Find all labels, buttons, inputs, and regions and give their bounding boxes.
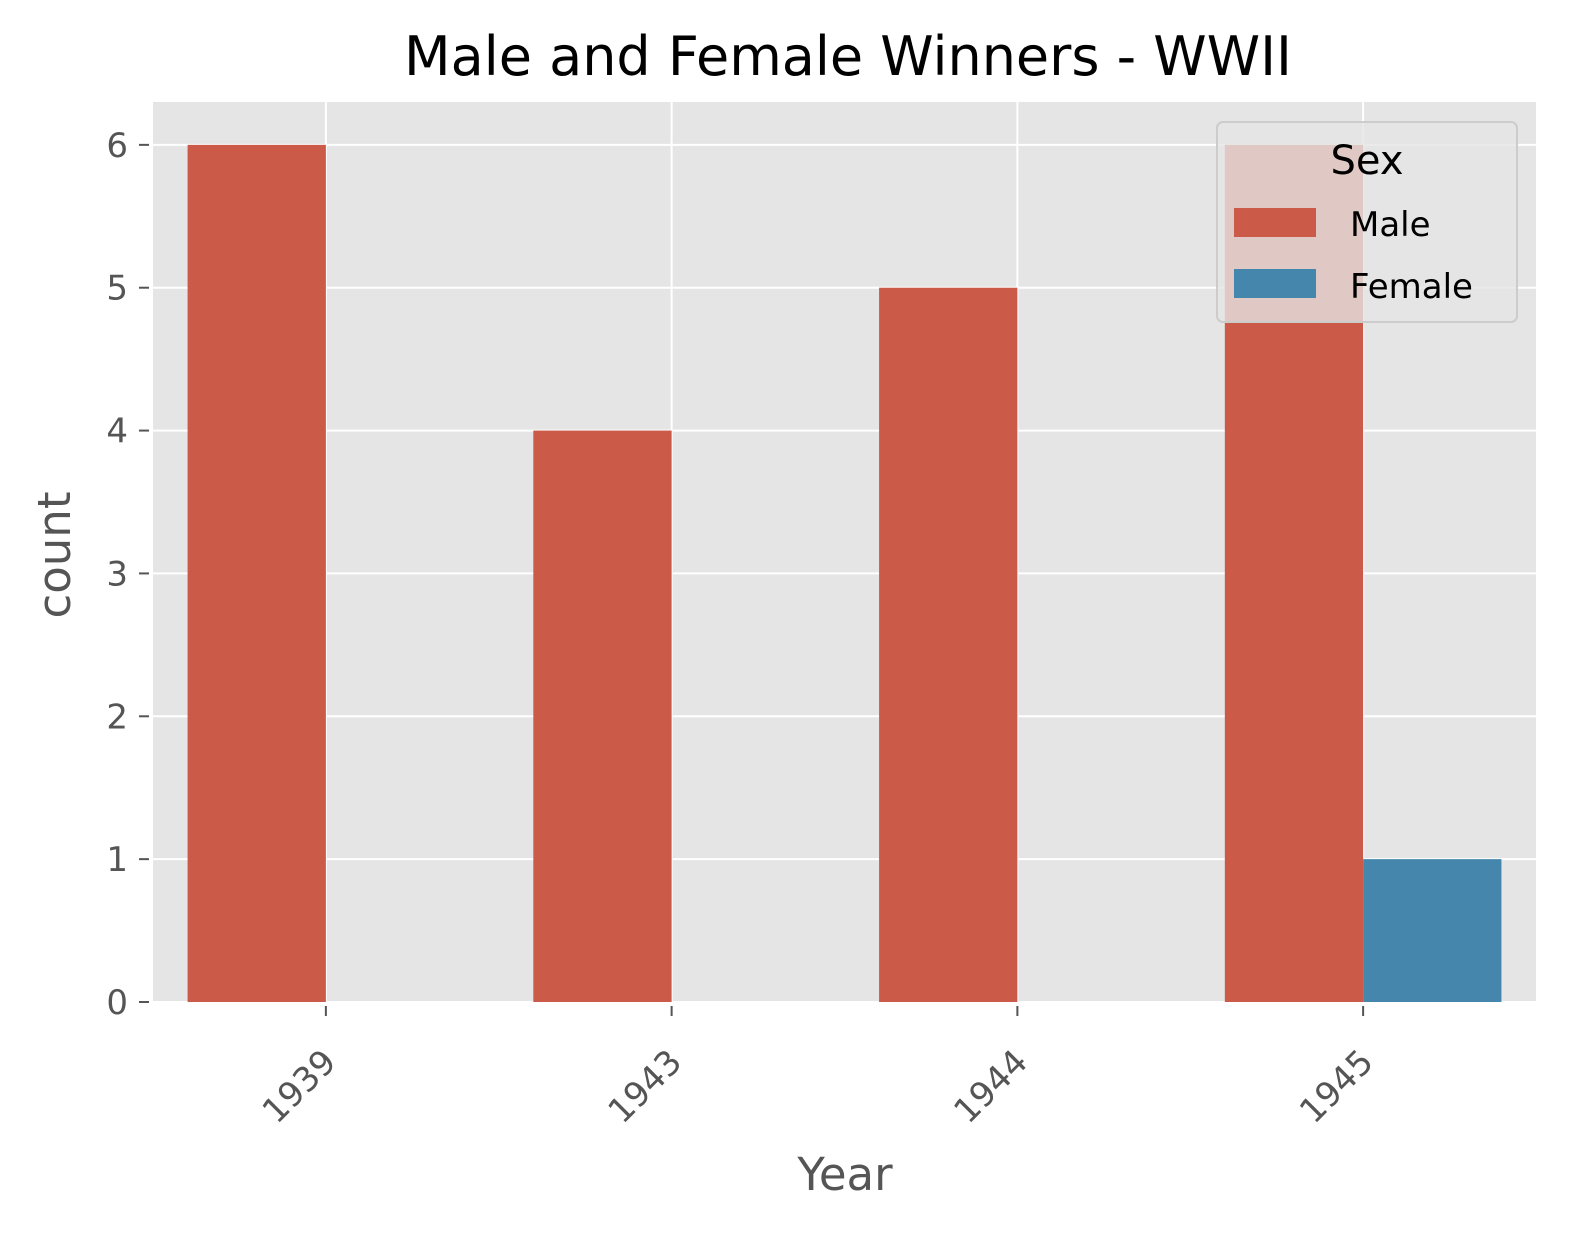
y-tick-label: 4: [106, 412, 128, 452]
y-tick-label: 6: [106, 126, 128, 166]
bar-male-1943: [533, 430, 672, 1003]
chart-title: Male and Female Winners - WWII: [404, 25, 1292, 88]
y-tick-label: 3: [106, 554, 128, 594]
bar-female-1945: [1363, 859, 1502, 1002]
y-tick-label: 1: [106, 840, 128, 880]
legend-label-male: Male: [1350, 205, 1431, 245]
legend-swatch-female: [1234, 269, 1316, 298]
bar-male-1944: [879, 287, 1018, 1002]
y-axis: 0 1 2 3 4 5 6: [106, 126, 149, 1023]
legend-swatch-male: [1234, 208, 1316, 237]
legend-label-female: Female: [1350, 267, 1473, 307]
x-tick-label: 1944: [946, 1042, 1035, 1131]
x-tick-label: 1943: [601, 1042, 690, 1131]
x-tick-label: 1939: [255, 1042, 344, 1131]
x-axis: 1939 1943 1944 1945: [255, 1006, 1381, 1132]
legend[interactable]: Sex Male Female: [1216, 121, 1518, 323]
x-axis-label: Year: [796, 1148, 893, 1201]
bar-male-1939: [187, 144, 326, 1002]
y-tick-label: 2: [106, 697, 128, 737]
x-tick-label: 1945: [1292, 1042, 1381, 1131]
y-tick-label: 5: [106, 269, 128, 309]
legend-title: Sex: [1331, 138, 1404, 184]
y-tick-label: 0: [106, 983, 128, 1023]
y-axis-label: count: [28, 492, 81, 619]
